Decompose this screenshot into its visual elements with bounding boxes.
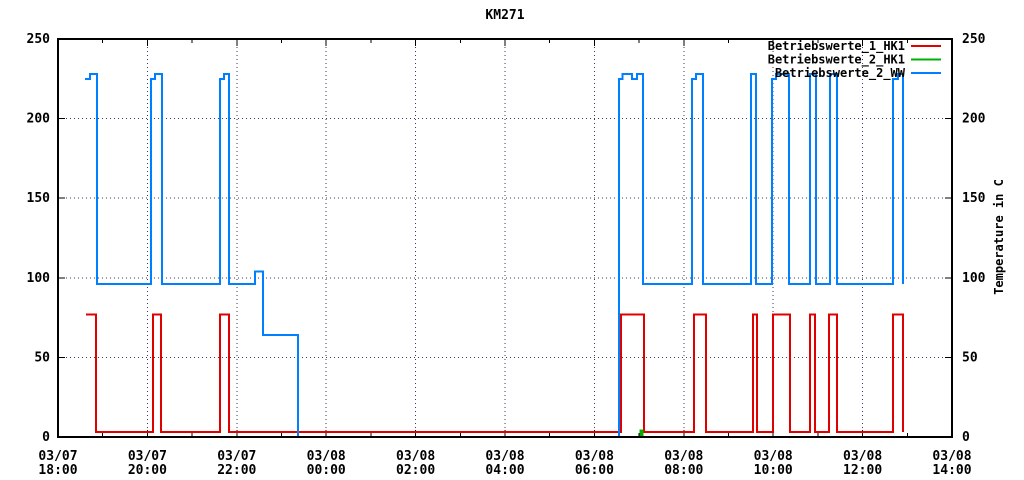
legend-label-Betriebswerte_1_HK1: Betriebswerte_1_HK1 (768, 39, 905, 54)
chart-title: KM271 (485, 8, 525, 23)
x-tick-label-time: 22:00 (217, 463, 256, 478)
y-tick-label-right: 250 (962, 32, 986, 47)
x-tick-label-time: 12:00 (843, 463, 882, 478)
y-tick-label-left: 200 (27, 112, 51, 127)
x-tick-label-time: 20:00 (128, 463, 167, 478)
x-tick-label-date: 03/08 (754, 449, 793, 464)
y-tick-label-left: 50 (34, 350, 50, 365)
y-tick-label-left: 100 (27, 271, 51, 286)
x-tick-label-date: 03/07 (128, 449, 167, 464)
series-line-Betriebswerte_2_WW (84, 73, 904, 438)
x-tick-label-date: 03/08 (307, 449, 346, 464)
y-tick-label-right: 150 (962, 191, 986, 206)
x-tick-label-time: 04:00 (485, 463, 524, 478)
legend-label-Betriebswerte_2_HK1: Betriebswerte_2_HK1 (768, 53, 905, 68)
right-axis-label: Temperature in C (992, 179, 1006, 295)
x-tick-label-time: 06:00 (575, 463, 614, 478)
x-tick-label-date: 03/08 (843, 449, 882, 464)
x-tick-label-time: 08:00 (664, 463, 703, 478)
y-tick-label-right: 50 (962, 350, 978, 365)
x-tick-label-time: 14:00 (932, 463, 971, 478)
x-tick-label-date: 03/08 (664, 449, 703, 464)
y-tick-label-left: 0 (42, 430, 50, 445)
x-tick-label-time: 00:00 (307, 463, 346, 478)
x-tick-label-date: 03/07 (38, 449, 77, 464)
y-tick-label-left: 250 (27, 32, 51, 47)
series-line-Betriebswerte_1_HK1 (86, 313, 904, 434)
plot-border (57, 38, 953, 438)
x-tick-label-date: 03/08 (396, 449, 435, 464)
y-tick-label-right: 0 (962, 430, 970, 445)
y-tick-label-right: 100 (962, 271, 986, 286)
x-tick-label-date: 03/07 (217, 449, 256, 464)
y-tick-label-left: 150 (27, 191, 51, 206)
x-tick-label-date: 03/08 (932, 449, 971, 464)
x-tick-label-time: 02:00 (396, 463, 435, 478)
x-tick-label-time: 18:00 (38, 463, 77, 478)
legend-label-Betriebswerte_2_WW: Betriebswerte_2_WW (775, 66, 906, 81)
x-tick-label-time: 10:00 (754, 463, 793, 478)
y-tick-label-right: 200 (962, 112, 986, 127)
x-tick-label-date: 03/08 (485, 449, 524, 464)
x-tick-label-date: 03/08 (575, 449, 614, 464)
